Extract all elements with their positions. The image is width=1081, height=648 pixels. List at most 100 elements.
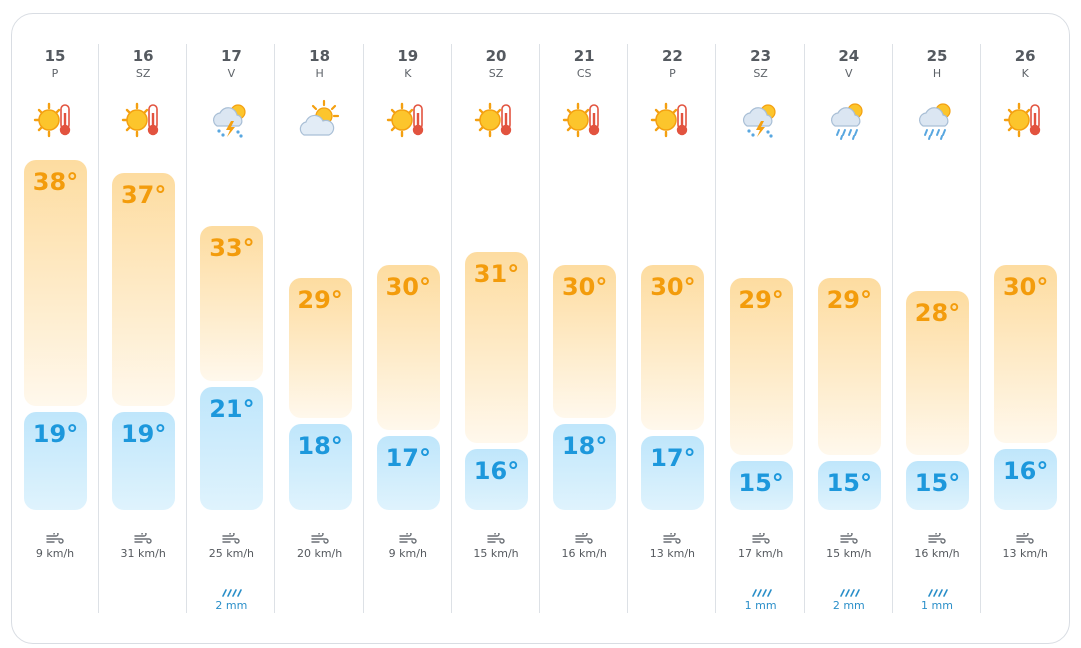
day-number: 25 (926, 47, 948, 65)
sun-thermometer-icon (121, 99, 165, 141)
low-temp-bar: 15° (817, 461, 881, 510)
wind-speed: 16 km/h (561, 547, 607, 560)
high-temp: 28° (914, 299, 961, 327)
day-name: SZ (753, 67, 768, 80)
sun-rain-icon (915, 99, 959, 141)
day-column[interactable]: 18 H 29° 18° 20 km/h (276, 13, 364, 644)
wind-icon (628, 530, 716, 549)
day-number: 26 (1014, 47, 1036, 65)
low-temp-bar: 15° (729, 461, 793, 510)
wind-speed: 13 km/h (1002, 547, 1048, 560)
low-temp-bar: 19° (112, 411, 176, 510)
low-temp-bar: 19° (24, 411, 87, 510)
day-column[interactable]: 20 SZ 31° 16° 15 km/h (452, 13, 540, 644)
day-column[interactable]: 26 K 30° 16° 13 km/h (981, 13, 1069, 644)
wind-icon (187, 530, 275, 549)
high-temp: 38° (32, 168, 79, 196)
low-temp: 19° (32, 419, 79, 448)
low-temp-bar: 16° (465, 448, 528, 510)
wind-speed: 15 km/h (473, 547, 519, 560)
wind-speed: 15 km/h (826, 547, 872, 560)
rain-icon (893, 582, 981, 601)
day-column[interactable]: 15 P 38° 19° 9 km/h (11, 13, 99, 644)
wind-speed: 25 km/h (208, 547, 255, 560)
wind-icon (981, 530, 1069, 549)
low-temp-bar: 18° (553, 424, 617, 510)
sun-thermometer-icon (386, 99, 430, 141)
day-column[interactable]: 19 K 30° 17° 9 km/h (364, 13, 452, 644)
high-temp: 30° (650, 272, 696, 301)
forecast-days: 15 P 38° 19° 9 km/h 16 SZ 37° 19° 31 km/h 17 V 33° 21… (11, 13, 1070, 644)
wind-icon (805, 530, 893, 549)
low-temp: 16° (473, 456, 520, 485)
high-temp-bar: 38° (24, 160, 87, 406)
high-temp: 31° (473, 259, 520, 288)
high-temp: 29° (738, 285, 784, 314)
low-temp: 15° (826, 469, 872, 497)
precipitation: 2 mm (832, 599, 865, 612)
day-name: K (404, 67, 412, 80)
day-column[interactable]: 22 P 30° 17° 13 km/h (628, 13, 717, 644)
wind-icon (99, 530, 187, 549)
thunderstorm-icon (739, 99, 783, 141)
day-column[interactable]: 21 CS 30° 18° 16 km/h (540, 13, 629, 644)
high-temp: 30° (1002, 272, 1049, 301)
column-divider (186, 44, 188, 613)
wind-speed: 20 km/h (296, 547, 343, 560)
day-column[interactable]: 23 SZ 29° 15° 17 km/h 1 mm (717, 13, 805, 644)
high-temp-bar: 30° (376, 264, 440, 431)
day-number: 15 (44, 47, 66, 65)
day-name: SZ (135, 67, 151, 80)
column-divider (362, 44, 364, 613)
day-name: P (51, 67, 59, 80)
wind-speed: 31 km/h (120, 547, 166, 560)
day-column[interactable]: 16 SZ 37° 19° 31 km/h (99, 13, 188, 644)
low-temp-bar: 16° (994, 448, 1058, 510)
high-temp-bar: 33° (200, 225, 264, 382)
high-temp-bar: 30° (994, 264, 1058, 443)
day-name: CS (576, 67, 592, 80)
column-divider (803, 44, 805, 613)
column-divider (539, 44, 540, 613)
day-number: 20 (485, 47, 507, 65)
low-temp-bar: 18° (288, 424, 352, 510)
rain-icon (717, 582, 805, 601)
sun-rain-icon (827, 99, 871, 141)
column-divider (980, 44, 981, 613)
day-number: 19 (397, 47, 419, 65)
low-temp: 15° (738, 469, 784, 497)
high-temp-bar: 29° (288, 277, 352, 419)
wind-speed: 13 km/h (649, 547, 696, 560)
wind-icon (364, 530, 452, 549)
high-temp-bar: 28° (906, 291, 969, 455)
day-name: SZ (488, 67, 504, 80)
wind-speed: 16 km/h (914, 547, 960, 560)
day-number: 18 (309, 47, 331, 65)
day-number: 23 (750, 47, 772, 65)
high-temp: 33° (209, 233, 255, 262)
column-divider (715, 44, 717, 613)
column-divider (98, 44, 99, 613)
column-divider (274, 44, 276, 613)
day-column[interactable]: 24 V 29° 15° 15 km/h 2 mm (805, 13, 893, 644)
column-divider (450, 44, 452, 613)
high-temp-bar: 31° (465, 251, 528, 443)
low-temp: 19° (120, 419, 167, 448)
rain-icon (187, 582, 275, 601)
day-name: K (1021, 67, 1029, 80)
forecast-card (11, 13, 1070, 644)
low-temp-bar: 17° (641, 436, 705, 510)
day-name: V (227, 67, 236, 80)
day-column[interactable]: 25 H 28° 15° 16 km/h 1 mm (893, 13, 981, 644)
day-number: 22 (661, 47, 683, 65)
wind-icon (276, 530, 364, 549)
sun-thermometer-icon (562, 99, 606, 141)
rain-icon (805, 582, 893, 601)
sun-cloud-icon (298, 99, 342, 141)
wind-icon (11, 530, 99, 549)
day-column[interactable]: 17 V 33° 21° 25 km/h 2 mm (187, 13, 276, 644)
high-temp: 29° (297, 285, 343, 314)
high-temp-bar: 30° (553, 264, 617, 419)
sun-thermometer-icon (650, 99, 694, 141)
precipitation: 1 mm (744, 599, 777, 612)
